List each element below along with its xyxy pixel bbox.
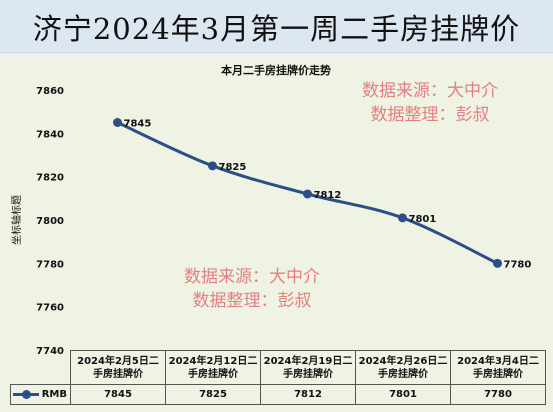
chart-area: 本月二手房挂牌价走势坐标轴标题 7740 7760 7780 7800 7820 7840 7…	[0, 54, 553, 412]
y-tick-label: 7780	[36, 259, 64, 270]
y-tick-label: 7760	[36, 303, 64, 314]
data-label: 7845	[124, 119, 152, 130]
table-value-cell: 7801	[355, 384, 451, 405]
legend-marker	[22, 390, 31, 399]
data-label: 7801	[409, 214, 437, 225]
data-label: 7780	[504, 259, 532, 270]
table-header-cell: 2024年2月26日二手房挂牌价	[355, 350, 451, 385]
data-label: 7812	[314, 190, 342, 201]
table-value-cell: 7825	[165, 384, 261, 405]
legend-key-cell: RMB	[10, 384, 71, 405]
table-value-cell: 7845	[70, 384, 166, 405]
legend-series-name: RMB	[41, 389, 67, 400]
data-point	[493, 258, 502, 268]
legend-swatch	[13, 390, 39, 399]
table-value-cell: 7812	[260, 384, 356, 405]
y-tick-label: 7800	[36, 216, 64, 227]
data-point	[208, 161, 217, 171]
table-header-cell: 2024年2月12日二手房挂牌价	[165, 350, 261, 385]
data-point	[113, 118, 122, 127]
y-axis-title: 坐标轴标题	[10, 195, 23, 245]
chart-title: 本月二手房挂牌价走势	[221, 63, 331, 77]
data-label: 7825	[219, 162, 247, 173]
y-tick-label: 7820	[36, 173, 64, 184]
watermark-source: 数据来源：大中介	[184, 267, 320, 287]
y-tick-label: 7740	[36, 346, 64, 357]
table-header-cell: 2024年3月4日二手房挂牌价	[450, 350, 546, 385]
data-point	[398, 213, 407, 223]
title-banner: 济宁2024年3月第一周二手房挂牌价	[0, 0, 553, 53]
y-tick-label: 7840	[36, 129, 64, 140]
table-value-cell: 7780	[450, 384, 546, 405]
watermark-author: 数据整理：彭叔	[193, 291, 312, 311]
data-point	[303, 189, 312, 199]
watermark-source: 数据来源：大中介	[362, 81, 498, 101]
table-header-cell: 2024年2月19日二手房挂牌价	[260, 350, 356, 385]
y-tick-label: 7860	[36, 86, 64, 97]
table-header-cell: 2024年2月5日二手房挂牌价	[70, 350, 166, 385]
page-title: 济宁2024年3月第一周二手房挂牌价	[32, 12, 521, 46]
watermark-author: 数据整理：彭叔	[371, 105, 490, 125]
